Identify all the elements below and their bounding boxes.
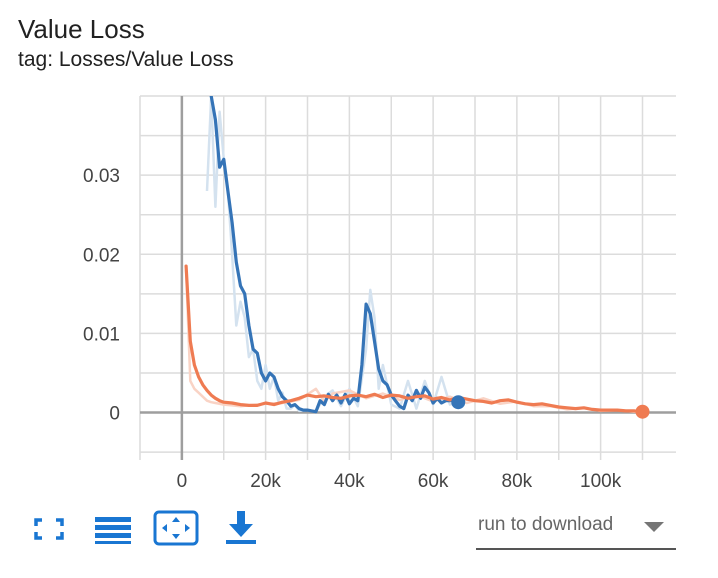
series-end-marker-1 — [635, 404, 650, 419]
value-loss-chart[interactable]: 0 0.01 0.02 0.03 0 20k 40k 60k 80k 100k — [0, 0, 718, 500]
x-tick-label: 20k — [250, 471, 281, 492]
y-tick-label: 0.01 — [83, 324, 120, 345]
y-tick-labels: 0 0.01 0.02 0.03 — [83, 166, 120, 424]
x-tick-label: 60k — [418, 471, 449, 492]
y-tick-label: 0.02 — [83, 245, 120, 266]
x-tick-label: 40k — [334, 471, 365, 492]
chart-grid — [139, 95, 676, 460]
smoothed-series-line-1 — [184, 264, 645, 414]
download-select-label: run to download — [478, 514, 614, 535]
chart-axes — [140, 96, 676, 460]
x-tick-label: 100k — [580, 471, 622, 492]
download-icon[interactable] — [218, 508, 264, 548]
x-tick-labels: 0 20k 40k 60k 80k 100k — [177, 471, 622, 492]
smoothed-series-group — [184, 96, 645, 414]
chart-tag-subtitle: tag: Losses/Value Loss — [18, 48, 234, 71]
fit-domain-icon[interactable] — [153, 508, 199, 548]
y-tick-label: 0 — [109, 404, 120, 425]
chart-toolbar — [0, 500, 718, 560]
list-icon[interactable] — [90, 508, 136, 548]
series-end-marker-0 — [451, 395, 466, 410]
chart-title: Value Loss — [18, 14, 145, 44]
fullscreen-icon[interactable] — [26, 508, 72, 548]
raw-series-line-1 — [184, 270, 643, 413]
x-tick-label: 80k — [502, 471, 533, 492]
download-run-select[interactable]: run to download — [476, 504, 676, 550]
chevron-down-icon — [644, 522, 664, 532]
x-tick-label: 0 — [177, 471, 188, 492]
y-tick-label: 0.03 — [83, 166, 120, 187]
end-markers-group — [451, 395, 650, 419]
